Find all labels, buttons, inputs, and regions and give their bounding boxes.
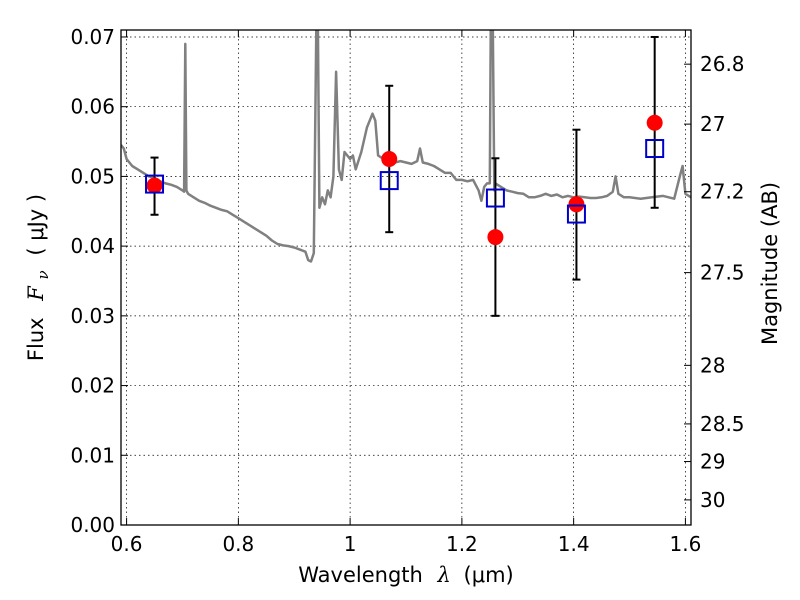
- y2-tick-label: 28: [700, 353, 725, 377]
- axis-ticks: 0.6 0.8 1 1.2 1.4 1.6 0.00 0.01 0.02 0.03 0.04 0.05…: [70, 25, 744, 556]
- model-square: [645, 139, 665, 159]
- spectrum-line: [121, 30, 691, 263]
- y-tick-label: 0.01: [70, 443, 115, 467]
- y2-tick-label: 26.8: [700, 52, 745, 76]
- y2-axis-label: Magnitude (AB): [758, 182, 782, 345]
- y-axis-label-prefix: Flux: [24, 317, 48, 361]
- x-axis-label-unit: (μm): [464, 563, 514, 587]
- y-axis-label-subscript: ν: [34, 270, 52, 279]
- plot-area: [121, 30, 691, 317]
- x-tick-label: 0.6: [111, 532, 143, 556]
- x-tick-label: 1: [344, 532, 357, 556]
- x-tick-label: 1.4: [558, 532, 590, 556]
- y-tick-label: 0.04: [70, 234, 115, 258]
- y-axis-label: Flux F ν ( μJy ): [24, 194, 53, 361]
- axis-labels: Wavelength λ (μm) Flux F ν ( μJy ) Magni…: [24, 182, 782, 587]
- y2-tick-label: 28.5: [700, 412, 745, 436]
- model-square: [379, 171, 399, 191]
- observed-point: [646, 114, 663, 131]
- x-axis-label-symbol: λ: [437, 563, 451, 587]
- x-axis-label: Wavelength λ (μm): [298, 563, 513, 587]
- y-axis-label-unit: ( μJy ): [24, 194, 48, 256]
- y-tick-label: 0.05: [70, 164, 115, 188]
- model-square: [485, 188, 505, 208]
- x-axis-label-prefix: Wavelength: [298, 563, 423, 587]
- y-tick-label: 0.00: [70, 513, 115, 537]
- y-tick-label: 0.02: [70, 374, 115, 398]
- y-tick-label: 0.07: [70, 25, 115, 49]
- observed-point: [146, 177, 163, 194]
- y2-tick-label: 27: [700, 112, 725, 136]
- observed-point: [381, 150, 398, 167]
- grid-lines: [121, 30, 691, 526]
- y-tick-label: 0.06: [70, 95, 115, 119]
- plot-frame: [120, 29, 692, 526]
- y-tick-label: 0.03: [70, 304, 115, 328]
- observed-point: [568, 196, 585, 213]
- y2-tick-label: 30: [700, 488, 725, 512]
- x-tick-label: 1.2: [446, 532, 478, 556]
- model-square: [566, 204, 586, 224]
- x-tick-label: 1.6: [670, 532, 702, 556]
- y2-tick-label: 27.5: [700, 261, 745, 285]
- y2-tick-label: 29: [700, 450, 725, 474]
- observed-point: [487, 229, 504, 246]
- x-tick-label: 0.8: [222, 532, 254, 556]
- model-square: [145, 174, 165, 194]
- y-axis-label-symbol: F: [24, 285, 48, 302]
- y2-tick-label: 27.2: [700, 180, 745, 204]
